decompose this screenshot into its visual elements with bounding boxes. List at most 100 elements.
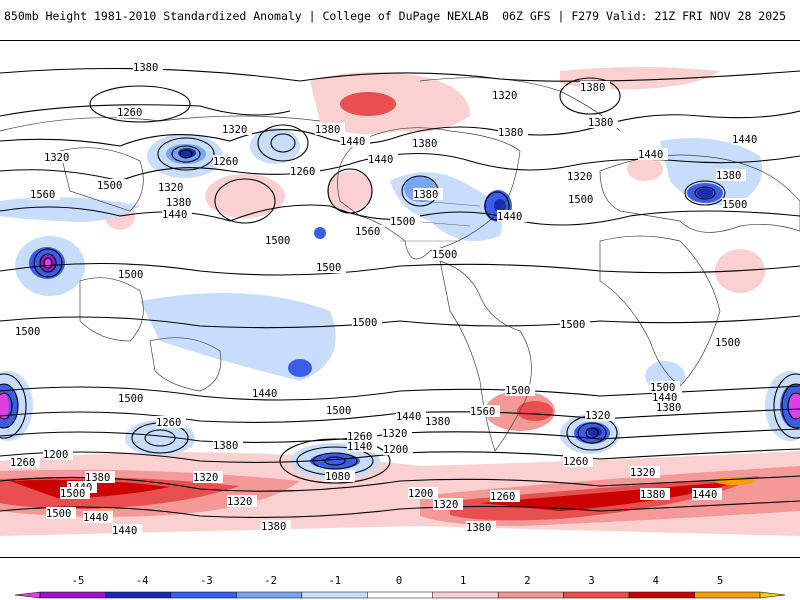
contour-labels: 1380 1260 1320 1320 1260 1380 1440 1260 … bbox=[10, 61, 762, 537]
contour-label: 1500 bbox=[352, 317, 377, 329]
contour-label: 1260 bbox=[213, 156, 238, 168]
contour-label: 1500 bbox=[118, 269, 143, 281]
contour-label: 1500 bbox=[265, 235, 290, 247]
colorbar-tick-label: -5 bbox=[72, 575, 85, 587]
contour-label: 1200 bbox=[43, 449, 68, 461]
contour-label: 1320 bbox=[227, 496, 252, 508]
contour-label: 1440 bbox=[340, 136, 365, 148]
colorbar-arrow-right bbox=[759, 591, 786, 599]
colorbar-segment bbox=[39, 591, 106, 599]
colorbar-tick-label: 4 bbox=[653, 575, 659, 587]
contour-label: 1500 bbox=[560, 319, 585, 331]
contour-label: 1440 bbox=[396, 411, 421, 423]
contour-label: 1380 bbox=[580, 82, 605, 94]
contour-label: 1440 bbox=[252, 388, 277, 400]
contour-label: 1440 bbox=[162, 209, 187, 221]
colorbar-segment bbox=[628, 591, 695, 599]
contour-label: 1380 bbox=[133, 62, 158, 74]
colorbar-svg: -5 -4 -3 -2 -1 0 1 2 3 4 5 bbox=[14, 575, 786, 599]
contour-label: 1140 bbox=[347, 441, 372, 453]
colorbar-segment bbox=[105, 591, 172, 599]
contour-label: 1320 bbox=[193, 472, 218, 484]
header: 850mb Height 1981-2010 Standardized Anom… bbox=[0, 0, 800, 40]
positive-anomaly-shading bbox=[0, 67, 800, 536]
contour-label: 1320 bbox=[492, 90, 517, 102]
contour-label: 1500 bbox=[568, 194, 593, 206]
contour-label: 1440 bbox=[112, 525, 137, 537]
colorbar-arrow-left bbox=[14, 591, 41, 599]
contour-label: 1440 bbox=[692, 489, 717, 501]
contour-label: 1320 bbox=[44, 152, 69, 164]
contour-label: 1320 bbox=[433, 499, 458, 511]
contour-label: 1320 bbox=[585, 410, 610, 422]
contour-label: 1500 bbox=[46, 508, 71, 520]
contour-label: 1500 bbox=[97, 180, 122, 192]
contour-label: 1380 bbox=[466, 522, 491, 534]
contour-label: 1260 bbox=[563, 456, 588, 468]
contour-label: 1380 bbox=[261, 521, 286, 533]
contour-label: 1320 bbox=[158, 182, 183, 194]
contour-label: 1380 bbox=[315, 124, 340, 136]
contour-label: 1500 bbox=[390, 216, 415, 228]
contour-label: 1320 bbox=[567, 171, 592, 183]
contour-label: 1380 bbox=[716, 170, 741, 182]
contour-label: 1080 bbox=[325, 471, 350, 483]
contour-label: 1320 bbox=[630, 467, 655, 479]
contour-label: 1380 bbox=[213, 440, 238, 452]
colorbar-segment bbox=[236, 591, 303, 599]
contour-label: 1260 bbox=[290, 166, 315, 178]
colorbar-segment bbox=[170, 591, 237, 599]
contour-label: 1500 bbox=[316, 262, 341, 274]
contour-label: 1200 bbox=[383, 444, 408, 456]
colorbar-tick-label: -2 bbox=[264, 575, 277, 587]
colorbar-segment bbox=[497, 591, 564, 599]
colorbar-tick-label: -1 bbox=[328, 575, 341, 587]
contour-label: 1500 bbox=[722, 199, 747, 211]
contour-label: 1260 bbox=[10, 457, 35, 469]
contour-label: 1500 bbox=[60, 488, 85, 500]
anomaly-map: 1380 1260 1320 1320 1260 1380 1440 1260 … bbox=[0, 40, 800, 558]
colorbar-tick-label: 5 bbox=[717, 575, 723, 587]
contour-label: 1500 bbox=[505, 385, 530, 397]
contour-label: 1380 bbox=[498, 127, 523, 139]
colorbar-segment bbox=[694, 591, 761, 599]
map-canvas: 1380 1260 1320 1320 1260 1380 1440 1260 … bbox=[0, 61, 800, 537]
contour-label: 1500 bbox=[118, 393, 143, 405]
contour-label: 1380 bbox=[425, 416, 450, 428]
contour-label: 1380 bbox=[656, 402, 681, 414]
colorbar-tick-label: -3 bbox=[200, 575, 213, 587]
run-valid-info: 06Z GFS | F279 Valid: 21Z FRI NOV 28 202… bbox=[502, 9, 786, 23]
contour-label: 1380 bbox=[640, 489, 665, 501]
contour-label: 1560 bbox=[355, 226, 380, 238]
contour-label: 1200 bbox=[408, 488, 433, 500]
colorbar-tick-label: -4 bbox=[136, 575, 149, 587]
colorbar-tick-label: 2 bbox=[524, 575, 530, 587]
contour-label: 1500 bbox=[326, 405, 351, 417]
contour-label: 1260 bbox=[117, 107, 142, 119]
colorbar-segment bbox=[367, 591, 433, 599]
contour-label: 1560 bbox=[470, 406, 495, 418]
colorbar: -5 -4 -3 -2 -1 0 1 2 3 4 5 bbox=[0, 570, 800, 600]
contour-label: 1380 bbox=[413, 189, 438, 201]
contour-label: 1320 bbox=[382, 428, 407, 440]
colorbar-tick-label: 1 bbox=[460, 575, 466, 587]
contour-label: 1440 bbox=[83, 512, 108, 524]
contour-label: 1440 bbox=[497, 211, 522, 223]
contour-label: 1380 bbox=[588, 117, 613, 129]
contour-label: 1500 bbox=[15, 326, 40, 338]
contour-label: 1440 bbox=[368, 154, 393, 166]
contour-label: 1560 bbox=[30, 189, 55, 201]
product-title: 850mb Height 1981-2010 Standardized Anom… bbox=[4, 9, 489, 23]
colorbar-segment bbox=[563, 591, 630, 599]
contour-label: 1440 bbox=[638, 149, 663, 161]
contour-label: 1260 bbox=[490, 491, 515, 503]
contour-label: 1380 bbox=[166, 197, 191, 209]
contour-label: 1260 bbox=[156, 417, 181, 429]
colorbar-ticks: -5 -4 -3 -2 -1 0 1 2 3 4 5 bbox=[72, 575, 723, 587]
contour-label: 1500 bbox=[432, 249, 457, 261]
contour-label: 1500 bbox=[715, 337, 740, 349]
contour-label: 1320 bbox=[222, 124, 247, 136]
colorbar-bar bbox=[14, 591, 786, 599]
colorbar-tick-label: 3 bbox=[588, 575, 594, 587]
contour-label: 1380 bbox=[412, 138, 437, 150]
